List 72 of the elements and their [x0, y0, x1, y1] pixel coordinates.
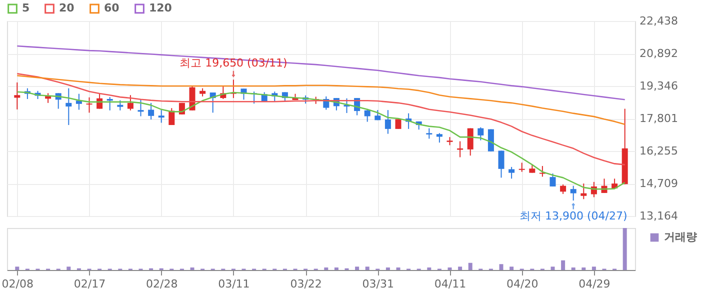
bar	[324, 267, 328, 270]
candlestick	[96, 93, 103, 110]
x-tick-label: 03/11	[218, 278, 250, 289]
bar	[468, 262, 472, 270]
line-series	[16, 74, 626, 126]
legend-label: 거래량	[664, 230, 697, 244]
x-tick-label: 04/29	[578, 278, 610, 289]
x-tick-label: 04/20	[506, 278, 538, 289]
x-tick-label: 04/11	[434, 278, 466, 289]
candlestick	[550, 172, 556, 187]
candlestick	[580, 183, 587, 200]
bar	[190, 267, 194, 270]
x-tick-label: 03/22	[290, 278, 322, 289]
bar	[622, 228, 627, 270]
candlestick	[384, 110, 391, 134]
candlestick	[138, 98, 144, 117]
candlestick	[66, 88, 72, 126]
y-tick-label: 16,255	[640, 144, 678, 158]
bar	[561, 260, 566, 270]
bar	[592, 266, 596, 270]
x-tick-label: 02/28	[146, 278, 178, 289]
legend-label: 120	[149, 2, 172, 15]
bar	[386, 267, 390, 270]
bar	[427, 267, 432, 270]
bar	[15, 266, 20, 270]
candlestick	[148, 102, 154, 120]
bar	[66, 266, 71, 270]
candlestick	[488, 128, 494, 152]
legend-label: 60	[104, 2, 120, 15]
candlestick	[518, 162, 525, 172]
candlestick	[364, 108, 370, 122]
x-tick-label: 02/17	[74, 278, 106, 289]
candlestick	[570, 185, 576, 202]
candlestick	[14, 82, 20, 110]
candlestick	[106, 96, 113, 111]
candlestick	[158, 110, 164, 124]
y-tick-label: 17,801	[640, 112, 678, 125]
bar	[334, 267, 338, 270]
bar	[458, 266, 462, 270]
candlestick	[86, 96, 92, 114]
candlestick	[560, 184, 566, 194]
legend-label: 20	[59, 2, 75, 15]
bar	[396, 267, 400, 270]
candlestick	[395, 118, 402, 130]
bar	[510, 266, 514, 270]
x-tick-label: 03/31	[362, 278, 394, 289]
candlestick	[508, 166, 515, 180]
y-tick-label: 13,164	[640, 210, 678, 222]
bar	[582, 267, 586, 270]
bar	[571, 267, 576, 270]
line-series	[16, 45, 626, 100]
y-tick-label: 19,346	[640, 80, 678, 93]
y-tick-label: 14,709	[640, 177, 678, 190]
bar	[550, 266, 555, 270]
candlestick	[498, 150, 504, 178]
legend-label: 5	[22, 2, 30, 15]
x-tick-label: 02/08	[2, 278, 34, 289]
candlestick	[467, 128, 474, 156]
candlestick	[76, 93, 82, 110]
bar	[365, 266, 370, 270]
bar	[448, 267, 452, 270]
candlestick	[426, 128, 432, 140]
candlestick	[436, 132, 442, 144]
candlestick	[117, 100, 124, 111]
y-tick-label: 20,892	[640, 47, 678, 60]
annotation: 최저 13,900 (04/27)	[519, 210, 628, 223]
bar	[355, 266, 360, 270]
candlestick	[127, 94, 134, 111]
candlestick	[539, 165, 546, 178]
y-tick-label: 22,438	[640, 14, 678, 28]
bar	[499, 264, 504, 270]
candlestick	[478, 126, 484, 141]
